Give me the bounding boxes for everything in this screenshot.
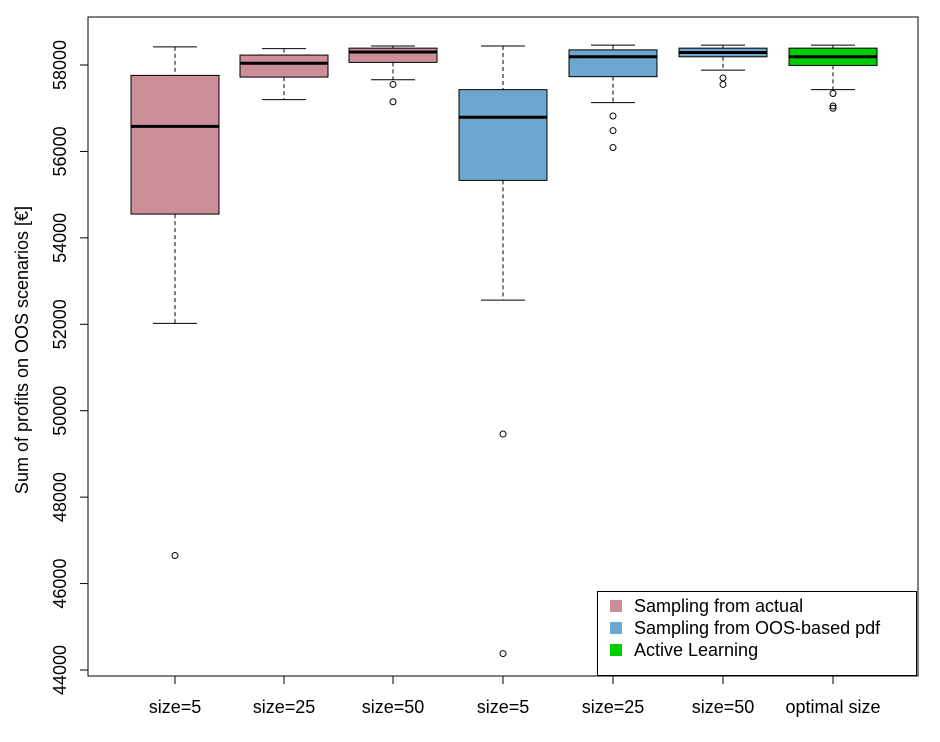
legend-swatch-oos — [610, 622, 622, 634]
outlier-point — [499, 650, 507, 658]
x-tick-label: size=5 — [149, 697, 202, 717]
legend-label-oos: Sampling from OOS-based pdf — [634, 617, 881, 638]
outlier-point — [609, 144, 617, 152]
x-tick-label: size=25 — [253, 697, 316, 717]
box — [458, 89, 548, 181]
y-tick-label: 56000 — [50, 126, 70, 176]
y-tick-label: 48000 — [50, 472, 70, 522]
box — [130, 74, 220, 215]
y-tick-label: 44000 — [50, 645, 70, 695]
outlier-point — [829, 104, 837, 112]
y-tick-label: 52000 — [50, 299, 70, 349]
outlier-point — [389, 80, 397, 88]
legend-swatch-actual — [610, 600, 622, 612]
legend-label-actual: Sampling from actual — [634, 595, 804, 616]
outlier-point — [609, 127, 617, 135]
legend-item-actual: Sampling from actual — [610, 595, 803, 617]
y-tick-label: 50000 — [50, 386, 70, 436]
box — [239, 54, 329, 78]
x-tick-label: size=5 — [477, 697, 530, 717]
outlier-point — [389, 98, 397, 106]
x-tick-label: optimal size — [785, 697, 880, 717]
y-tick-label: 54000 — [50, 213, 70, 263]
x-tick-label: size=25 — [582, 697, 645, 717]
y-axis-label: Sum of profits on OOS scenarios [€] — [12, 206, 32, 494]
outlier-point — [171, 551, 179, 559]
outlier-point — [829, 90, 837, 98]
outlier-point — [719, 74, 727, 82]
legend-item-active: Active Learning — [610, 639, 758, 661]
y-tick-label: 58000 — [50, 40, 70, 90]
outlier-point — [609, 112, 617, 120]
outlier-point — [719, 80, 727, 88]
legend: Sampling from actual Sampling from OOS-b… — [597, 591, 917, 676]
box — [348, 47, 438, 63]
legend-swatch-active — [610, 644, 622, 656]
legend-label-active: Active Learning — [634, 639, 759, 660]
x-tick-label: size=50 — [692, 697, 755, 717]
outlier-point — [499, 430, 507, 438]
legend-item-oos: Sampling from OOS-based pdf — [610, 617, 880, 639]
y-tick-label: 46000 — [50, 559, 70, 609]
x-tick-label: size=50 — [362, 697, 425, 717]
outlier-point — [829, 102, 837, 110]
box — [568, 49, 658, 78]
